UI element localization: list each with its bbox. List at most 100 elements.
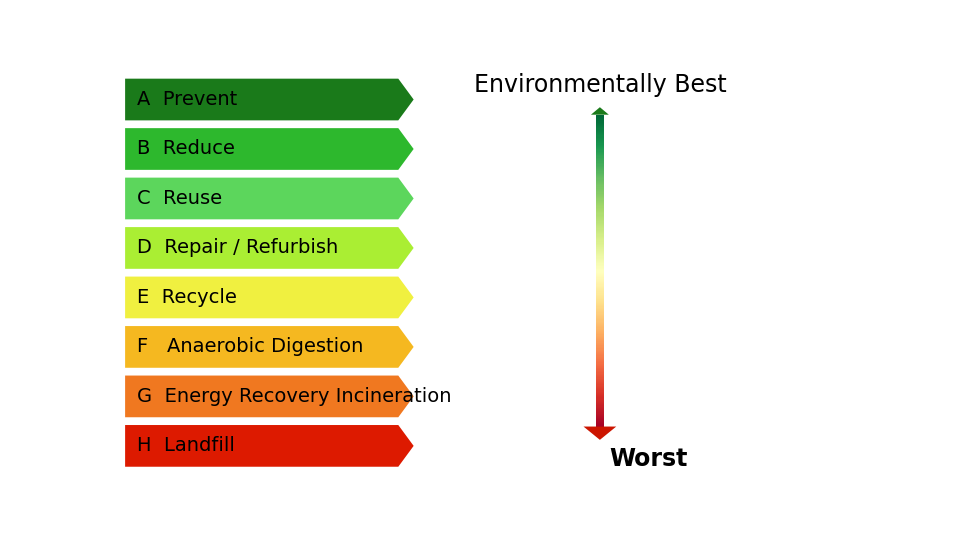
Bar (596, 273, 604, 274)
Bar (596, 311, 604, 312)
Polygon shape (124, 226, 416, 270)
Text: H  Landfill: H Landfill (137, 436, 235, 455)
Polygon shape (584, 427, 616, 440)
Text: B  Reduce: B Reduce (137, 139, 235, 159)
Bar (596, 363, 604, 364)
Bar (596, 395, 604, 396)
Bar (596, 283, 604, 284)
Bar (596, 207, 604, 208)
Text: Worst: Worst (609, 447, 687, 471)
Bar (596, 130, 604, 131)
Bar (596, 282, 604, 283)
Bar (596, 143, 604, 144)
Bar (596, 303, 604, 304)
Bar (596, 241, 604, 242)
Bar (596, 224, 604, 225)
Bar (596, 215, 604, 217)
Bar (596, 221, 604, 222)
Bar (596, 397, 604, 399)
Bar (596, 380, 604, 381)
Bar (596, 323, 604, 325)
Bar (596, 310, 604, 311)
Bar (596, 212, 604, 213)
Bar (596, 202, 604, 203)
Bar (596, 379, 604, 380)
Bar (596, 346, 604, 347)
Bar (596, 184, 604, 185)
Bar (596, 369, 604, 370)
Bar (596, 181, 604, 183)
Bar (596, 343, 604, 345)
Bar (596, 293, 604, 294)
Bar (596, 217, 604, 218)
Bar (596, 342, 604, 343)
Bar (596, 318, 604, 319)
Bar (596, 197, 604, 198)
Bar (596, 278, 604, 279)
Bar (596, 208, 604, 210)
Bar (596, 196, 604, 197)
Bar (596, 377, 604, 379)
Bar (596, 383, 604, 384)
Bar (596, 393, 604, 394)
Bar (596, 390, 604, 391)
Bar (596, 349, 604, 350)
Bar (596, 253, 604, 254)
Polygon shape (124, 374, 416, 418)
Bar (596, 423, 604, 424)
Bar (596, 244, 604, 245)
Bar (596, 171, 604, 172)
Bar (596, 152, 604, 153)
Bar (596, 193, 604, 194)
Bar (596, 120, 604, 121)
Bar (596, 321, 604, 322)
Bar (596, 417, 604, 418)
Bar (596, 156, 604, 157)
Bar (596, 175, 604, 176)
Bar (596, 279, 604, 280)
Bar (596, 219, 604, 220)
Bar (596, 153, 604, 154)
Bar (596, 249, 604, 250)
Bar (596, 125, 604, 126)
Bar (596, 359, 604, 360)
Bar (596, 166, 604, 167)
Bar (596, 394, 604, 395)
Bar (596, 402, 604, 403)
Bar (596, 204, 604, 205)
Bar (596, 287, 604, 288)
Bar (596, 334, 604, 335)
Bar (596, 158, 604, 159)
Bar (596, 242, 604, 244)
Bar (596, 132, 604, 133)
Bar (596, 336, 604, 337)
Bar (596, 136, 604, 137)
Bar (596, 168, 604, 170)
Bar (596, 375, 604, 376)
Bar (596, 277, 604, 278)
Bar (596, 327, 604, 328)
Bar (596, 315, 604, 316)
Bar (596, 288, 604, 289)
Bar (596, 138, 604, 139)
Bar (596, 274, 604, 275)
Bar (596, 376, 604, 377)
Bar (596, 252, 604, 253)
Bar (596, 307, 604, 308)
Bar (596, 337, 604, 338)
Bar (596, 299, 604, 300)
Bar (596, 192, 604, 193)
Bar (596, 235, 604, 237)
Bar (596, 360, 604, 361)
Bar (596, 176, 604, 177)
Bar (596, 250, 604, 251)
Bar (596, 129, 604, 130)
Polygon shape (591, 107, 609, 114)
Bar (596, 276, 604, 277)
Bar (596, 258, 604, 259)
Bar (596, 366, 604, 367)
Bar (596, 240, 604, 241)
Bar (596, 294, 604, 295)
Bar (596, 145, 604, 146)
Bar (596, 301, 604, 302)
